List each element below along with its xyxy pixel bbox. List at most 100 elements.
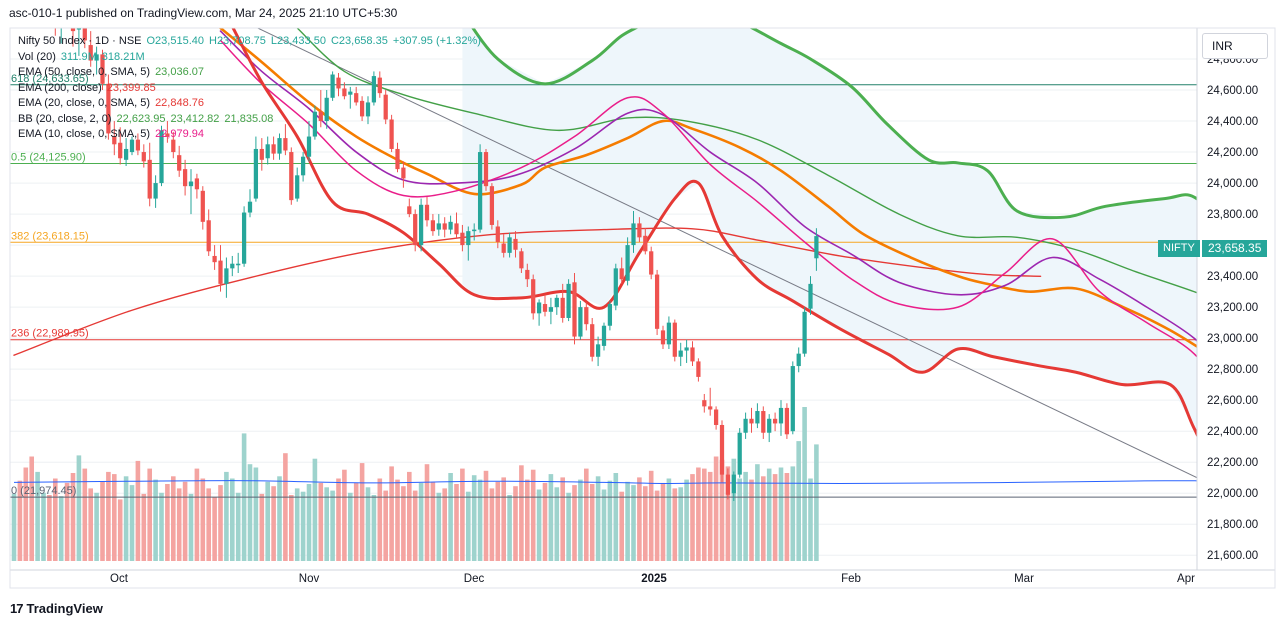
volume-bar [448,473,453,561]
candle-body [513,238,518,250]
candle-body [719,424,725,475]
candle-body [342,88,347,97]
volume-bar [707,471,713,561]
candle-body [507,237,512,253]
candle-body [643,235,648,252]
candle-body [165,133,170,137]
candle-body [59,0,63,25]
candle-body [472,229,477,232]
legend-label: EMA (10, close, 0, SMA, 5) [18,128,151,140]
volume-bar [58,496,64,561]
volume-bar [70,473,76,561]
candle-body [767,418,772,433]
volume-bar [796,441,802,561]
volume-bar [784,473,790,561]
legend-value: 22,848.76 [155,97,204,109]
candle-body [171,139,176,153]
volume-bar [607,480,613,561]
candle-body [306,136,312,157]
volume-bar [589,484,595,561]
candle-body [129,139,135,153]
y-tick-label: 21,800.00 [1207,519,1258,531]
volume-bar [306,484,312,561]
candle-body [442,223,447,230]
legend-row[interactable]: EMA (50, close, 0, SMA, 5) 23,036.07 [18,65,481,81]
legend-row[interactable]: EMA (20, close, 0, SMA, 5) 22,848.76 [18,96,481,112]
volume-bar [731,458,737,561]
legend-row[interactable]: EMA (200, close) 23,399.85 [18,81,481,97]
volume-bar [566,492,571,561]
y-tick-label: 22,000.00 [1207,488,1258,500]
volume-bar [578,479,583,561]
candle-body [584,307,589,325]
candle-body [778,407,784,424]
volume-bar [814,444,819,561]
candle-body [448,221,453,230]
candle-body [519,251,524,269]
volume-bar [495,481,501,561]
legend-label: Nifty 50 Index · 1D · NSE [18,35,142,47]
volume-ma-line [13,480,1197,484]
candle-body [147,159,152,199]
candle-body [336,77,341,89]
bollinger-fill-layer [462,28,1197,435]
volume-bar [165,484,170,561]
legend-row[interactable]: Nifty 50 Index · 1D · NSE O23,515.40 H23,7… [18,34,481,50]
last-price-tag: 23,658.35 [1202,240,1268,257]
volume-bar [790,466,796,561]
volume-bar [642,486,648,561]
volume-layer [11,407,1197,561]
candle-body [708,406,713,410]
candle-body [678,350,683,357]
volume-bar [701,468,707,561]
candle-body [619,268,624,280]
volume-bar [725,466,731,561]
legend-row[interactable]: EMA (10, close, 0, SMA, 5) 22,979.94 [18,127,481,143]
candle-body [796,353,801,367]
legend-value: O23,515.40 [146,35,205,47]
legend-label: BB (20, close, 2, 0) [18,112,112,125]
candle-body [489,186,495,225]
legend-row[interactable]: BB (20, close, 2, 0) 22,623.95 23,412.82 21… [18,112,481,128]
candle-body [200,190,205,222]
currency-selector[interactable]: INR [1202,33,1268,59]
legend-row[interactable]: Vol (20) 311.9M 318.21M [18,50,481,66]
volume-bar [29,456,35,561]
legend-value: 22,979.94 [155,128,204,140]
line-bb-20-close-2-0-lower [231,28,1197,438]
candle-body [725,474,731,495]
volume-bar [749,479,754,561]
volume-bar [347,492,353,561]
symbol-tag: NIFTY [1158,240,1200,257]
volume-bar [200,478,206,561]
tradingview-footer[interactable]: 17 TradingView [10,601,103,616]
candle-body [224,268,229,284]
volume-bar [808,478,813,561]
volume-bar [23,467,29,561]
legend-value: L23,433.50 [270,35,326,47]
candle-body [495,226,500,242]
volume-bar [406,471,412,561]
candle-body [289,152,294,201]
y-tick-label: 23,200.00 [1207,302,1258,314]
volume-bar [141,493,147,561]
candle-body [755,411,760,424]
legend-value: C23,658.35 [330,35,388,47]
volume-bar [430,481,436,561]
candle-body [389,119,394,149]
candle-body [159,130,164,184]
volume-bar [489,488,495,561]
candle-body [660,330,666,345]
y-tick-label: 22,200.00 [1207,457,1258,469]
volume-bar [442,488,448,561]
candle-body [259,148,264,160]
volume-bar [548,474,554,561]
y-tick-label: 24,600.00 [1207,85,1258,97]
y-tick-label: 23,000.00 [1207,333,1258,345]
legend-value: 22,623.95 [116,112,166,125]
volume-bar [554,487,560,561]
y-tick-label: 24,200.00 [1207,147,1258,159]
volume-bar [572,485,577,561]
candle-body [808,283,813,309]
